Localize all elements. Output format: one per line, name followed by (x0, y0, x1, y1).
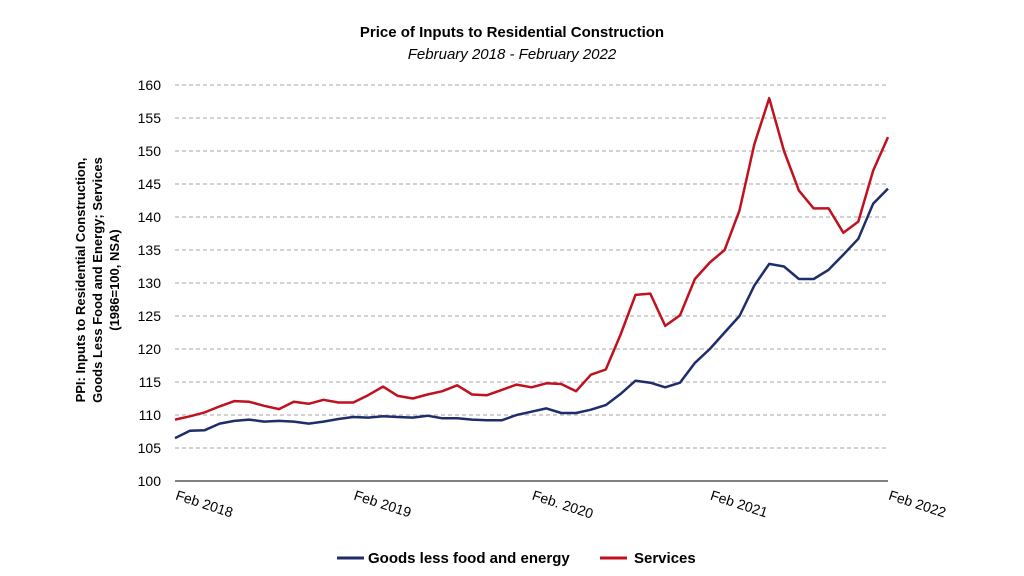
chart-subtitle: February 2018 - February 2022 (407, 46, 617, 63)
y-axis-label-line-3: (1986=100, NSA) (107, 229, 122, 331)
series-lines (174, 96, 890, 440)
y-tick-label: 115 (139, 374, 162, 390)
legend-label-services: Services (634, 550, 696, 567)
y-tick-label: 140 (138, 209, 162, 225)
x-tick-label: Feb 2022 (887, 487, 948, 521)
x-tick-label: Feb 2019 (352, 487, 413, 521)
y-tick-labels: 100 105 110 115 120 125 130 135 140 145 150 155 160 (138, 77, 162, 489)
y-tick-label: 160 (138, 77, 162, 93)
y-tick-label: 125 (138, 308, 162, 324)
x-tick-labels: Feb 2018 Feb 2019 Feb. 2020 Feb 2021 Feb 202… (174, 487, 948, 522)
y-axis-label: PPI: Inputs to Residential Construction,… (73, 157, 122, 403)
y-tick-label: 110 (139, 407, 162, 423)
series-line-goods (174, 187, 889, 440)
y-axis-label-line-1: PPI: Inputs to Residential Construction, (73, 158, 88, 403)
y-tick-label: 135 (138, 242, 162, 258)
x-tick-label: Feb 2018 (174, 487, 235, 521)
y-tick-label: 150 (138, 143, 162, 159)
legend-label-goods: Goods less food and energy (368, 550, 570, 567)
y-tick-label: 100 (138, 473, 162, 489)
y-tick-label: 145 (138, 176, 162, 192)
y-tick-label: 105 (138, 440, 162, 456)
x-tick-label: Feb 2021 (709, 487, 770, 521)
y-tick-label: 155 (138, 110, 162, 126)
y-tick-label: 130 (138, 275, 162, 291)
y-axis-label-line-2: Goods Less Food and Energy; Services (90, 157, 105, 403)
series-line-services (174, 96, 890, 421)
chart-title: Price of Inputs to Residential Construct… (359, 24, 665, 41)
y-tick-label: 120 (138, 341, 162, 357)
x-tick-label: Feb. 2020 (530, 487, 595, 522)
legend: Goods less food and energy Services (337, 550, 696, 567)
